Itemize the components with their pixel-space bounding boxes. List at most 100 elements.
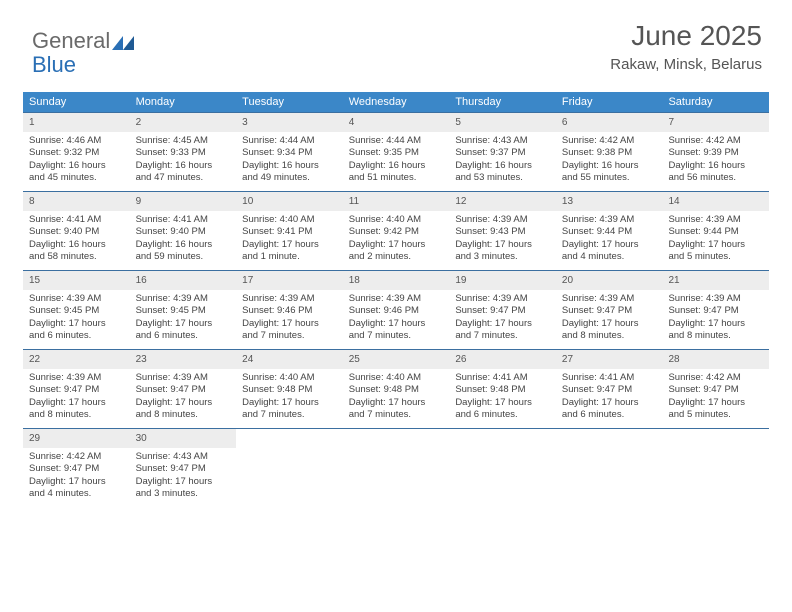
- sunrise-line: Sunrise: 4:44 AM: [349, 135, 444, 147]
- day-cell: 9Sunrise: 4:41 AMSunset: 9:40 PMDaylight…: [130, 192, 237, 270]
- sunrise-line: Sunrise: 4:39 AM: [562, 293, 657, 305]
- day-cell: 27Sunrise: 4:41 AMSunset: 9:47 PMDayligh…: [556, 350, 663, 428]
- day-body: Sunrise: 4:42 AMSunset: 9:47 PMDaylight:…: [662, 369, 769, 427]
- daylight-line: Daylight: 16 hours and 53 minutes.: [455, 160, 550, 185]
- day-number: 6: [556, 113, 663, 132]
- sunset-line: Sunset: 9:46 PM: [242, 305, 337, 317]
- sunset-line: Sunset: 9:47 PM: [668, 305, 763, 317]
- day-body: Sunrise: 4:42 AMSunset: 9:47 PMDaylight:…: [23, 448, 130, 506]
- day-body: Sunrise: 4:39 AMSunset: 9:47 PMDaylight:…: [23, 369, 130, 427]
- day-cell: 3Sunrise: 4:44 AMSunset: 9:34 PMDaylight…: [236, 113, 343, 191]
- sunrise-line: Sunrise: 4:39 AM: [136, 293, 231, 305]
- day-number: 5: [449, 113, 556, 132]
- daylight-line: Daylight: 17 hours and 3 minutes.: [136, 476, 231, 501]
- empty-cell: [343, 429, 450, 507]
- sunrise-line: Sunrise: 4:39 AM: [562, 214, 657, 226]
- sunrise-line: Sunrise: 4:39 AM: [29, 293, 124, 305]
- day-number: 12: [449, 192, 556, 211]
- sunrise-line: Sunrise: 4:43 AM: [136, 451, 231, 463]
- daylight-line: Daylight: 16 hours and 49 minutes.: [242, 160, 337, 185]
- sunrise-line: Sunrise: 4:39 AM: [242, 293, 337, 305]
- sunset-line: Sunset: 9:47 PM: [455, 305, 550, 317]
- day-body: Sunrise: 4:39 AMSunset: 9:44 PMDaylight:…: [662, 211, 769, 269]
- day-number: 17: [236, 271, 343, 290]
- day-cell: 13Sunrise: 4:39 AMSunset: 9:44 PMDayligh…: [556, 192, 663, 270]
- sunrise-line: Sunrise: 4:39 AM: [136, 372, 231, 384]
- day-number: 20: [556, 271, 663, 290]
- day-cell: 16Sunrise: 4:39 AMSunset: 9:45 PMDayligh…: [130, 271, 237, 349]
- sunrise-line: Sunrise: 4:41 AM: [136, 214, 231, 226]
- day-cell: 5Sunrise: 4:43 AMSunset: 9:37 PMDaylight…: [449, 113, 556, 191]
- day-number: 4: [343, 113, 450, 132]
- sunrise-line: Sunrise: 4:39 AM: [668, 214, 763, 226]
- sunset-line: Sunset: 9:44 PM: [668, 226, 763, 238]
- daylight-line: Daylight: 17 hours and 6 minutes.: [136, 318, 231, 343]
- sunrise-line: Sunrise: 4:44 AM: [242, 135, 337, 147]
- day-number: 21: [662, 271, 769, 290]
- day-cell: 19Sunrise: 4:39 AMSunset: 9:47 PMDayligh…: [449, 271, 556, 349]
- sunrise-line: Sunrise: 4:39 AM: [29, 372, 124, 384]
- week-row: 1Sunrise: 4:46 AMSunset: 9:32 PMDaylight…: [23, 112, 769, 191]
- day-body: Sunrise: 4:41 AMSunset: 9:47 PMDaylight:…: [556, 369, 663, 427]
- week-row: 8Sunrise: 4:41 AMSunset: 9:40 PMDaylight…: [23, 191, 769, 270]
- sunrise-line: Sunrise: 4:42 AM: [562, 135, 657, 147]
- day-number: 10: [236, 192, 343, 211]
- daylight-line: Daylight: 17 hours and 7 minutes.: [242, 318, 337, 343]
- daylight-line: Daylight: 17 hours and 4 minutes.: [29, 476, 124, 501]
- sunset-line: Sunset: 9:33 PM: [136, 147, 231, 159]
- calendar: SundayMondayTuesdayWednesdayThursdayFrid…: [23, 92, 769, 507]
- empty-cell: [449, 429, 556, 507]
- week-row: 22Sunrise: 4:39 AMSunset: 9:47 PMDayligh…: [23, 349, 769, 428]
- sunrise-line: Sunrise: 4:41 AM: [562, 372, 657, 384]
- day-body: Sunrise: 4:39 AMSunset: 9:47 PMDaylight:…: [130, 369, 237, 427]
- day-body: Sunrise: 4:41 AMSunset: 9:40 PMDaylight:…: [23, 211, 130, 269]
- day-body: Sunrise: 4:39 AMSunset: 9:46 PMDaylight:…: [343, 290, 450, 348]
- day-cell: 8Sunrise: 4:41 AMSunset: 9:40 PMDaylight…: [23, 192, 130, 270]
- daylight-line: Daylight: 17 hours and 5 minutes.: [668, 397, 763, 422]
- day-cell: 7Sunrise: 4:42 AMSunset: 9:39 PMDaylight…: [662, 113, 769, 191]
- day-cell: 12Sunrise: 4:39 AMSunset: 9:43 PMDayligh…: [449, 192, 556, 270]
- day-number: 11: [343, 192, 450, 211]
- dow-saturday: Saturday: [662, 92, 769, 112]
- day-cell: 14Sunrise: 4:39 AMSunset: 9:44 PMDayligh…: [662, 192, 769, 270]
- dow-wednesday: Wednesday: [343, 92, 450, 112]
- daylight-line: Daylight: 16 hours and 55 minutes.: [562, 160, 657, 185]
- dow-sunday: Sunday: [23, 92, 130, 112]
- weeks-container: 1Sunrise: 4:46 AMSunset: 9:32 PMDaylight…: [23, 112, 769, 507]
- logo-text-1: General: [32, 28, 110, 53]
- daylight-line: Daylight: 17 hours and 6 minutes.: [455, 397, 550, 422]
- day-body: Sunrise: 4:46 AMSunset: 9:32 PMDaylight:…: [23, 132, 130, 190]
- day-body: Sunrise: 4:43 AMSunset: 9:47 PMDaylight:…: [130, 448, 237, 506]
- sunset-line: Sunset: 9:35 PM: [349, 147, 444, 159]
- day-body: Sunrise: 4:39 AMSunset: 9:45 PMDaylight:…: [130, 290, 237, 348]
- day-body: Sunrise: 4:39 AMSunset: 9:47 PMDaylight:…: [662, 290, 769, 348]
- day-body: Sunrise: 4:44 AMSunset: 9:34 PMDaylight:…: [236, 132, 343, 190]
- day-body: Sunrise: 4:39 AMSunset: 9:45 PMDaylight:…: [23, 290, 130, 348]
- day-cell: 2Sunrise: 4:45 AMSunset: 9:33 PMDaylight…: [130, 113, 237, 191]
- day-cell: 23Sunrise: 4:39 AMSunset: 9:47 PMDayligh…: [130, 350, 237, 428]
- day-number: 22: [23, 350, 130, 369]
- daylight-line: Daylight: 17 hours and 3 minutes.: [455, 239, 550, 264]
- sunrise-line: Sunrise: 4:42 AM: [668, 372, 763, 384]
- day-cell: 11Sunrise: 4:40 AMSunset: 9:42 PMDayligh…: [343, 192, 450, 270]
- day-cell: 1Sunrise: 4:46 AMSunset: 9:32 PMDaylight…: [23, 113, 130, 191]
- sunset-line: Sunset: 9:43 PM: [455, 226, 550, 238]
- sunset-line: Sunset: 9:47 PM: [29, 463, 124, 475]
- week-row: 29Sunrise: 4:42 AMSunset: 9:47 PMDayligh…: [23, 428, 769, 507]
- sunrise-line: Sunrise: 4:40 AM: [242, 372, 337, 384]
- day-body: Sunrise: 4:41 AMSunset: 9:40 PMDaylight:…: [130, 211, 237, 269]
- sunset-line: Sunset: 9:47 PM: [668, 384, 763, 396]
- sunrise-line: Sunrise: 4:41 AM: [455, 372, 550, 384]
- daylight-line: Daylight: 17 hours and 8 minutes.: [136, 397, 231, 422]
- day-number: 30: [130, 429, 237, 448]
- sunset-line: Sunset: 9:48 PM: [455, 384, 550, 396]
- day-body: Sunrise: 4:40 AMSunset: 9:41 PMDaylight:…: [236, 211, 343, 269]
- day-number: 13: [556, 192, 663, 211]
- empty-cell: [662, 429, 769, 507]
- empty-cell: [236, 429, 343, 507]
- day-body: Sunrise: 4:39 AMSunset: 9:47 PMDaylight:…: [556, 290, 663, 348]
- day-body: Sunrise: 4:45 AMSunset: 9:33 PMDaylight:…: [130, 132, 237, 190]
- sunrise-line: Sunrise: 4:39 AM: [668, 293, 763, 305]
- sunset-line: Sunset: 9:44 PM: [562, 226, 657, 238]
- day-body: Sunrise: 4:39 AMSunset: 9:46 PMDaylight:…: [236, 290, 343, 348]
